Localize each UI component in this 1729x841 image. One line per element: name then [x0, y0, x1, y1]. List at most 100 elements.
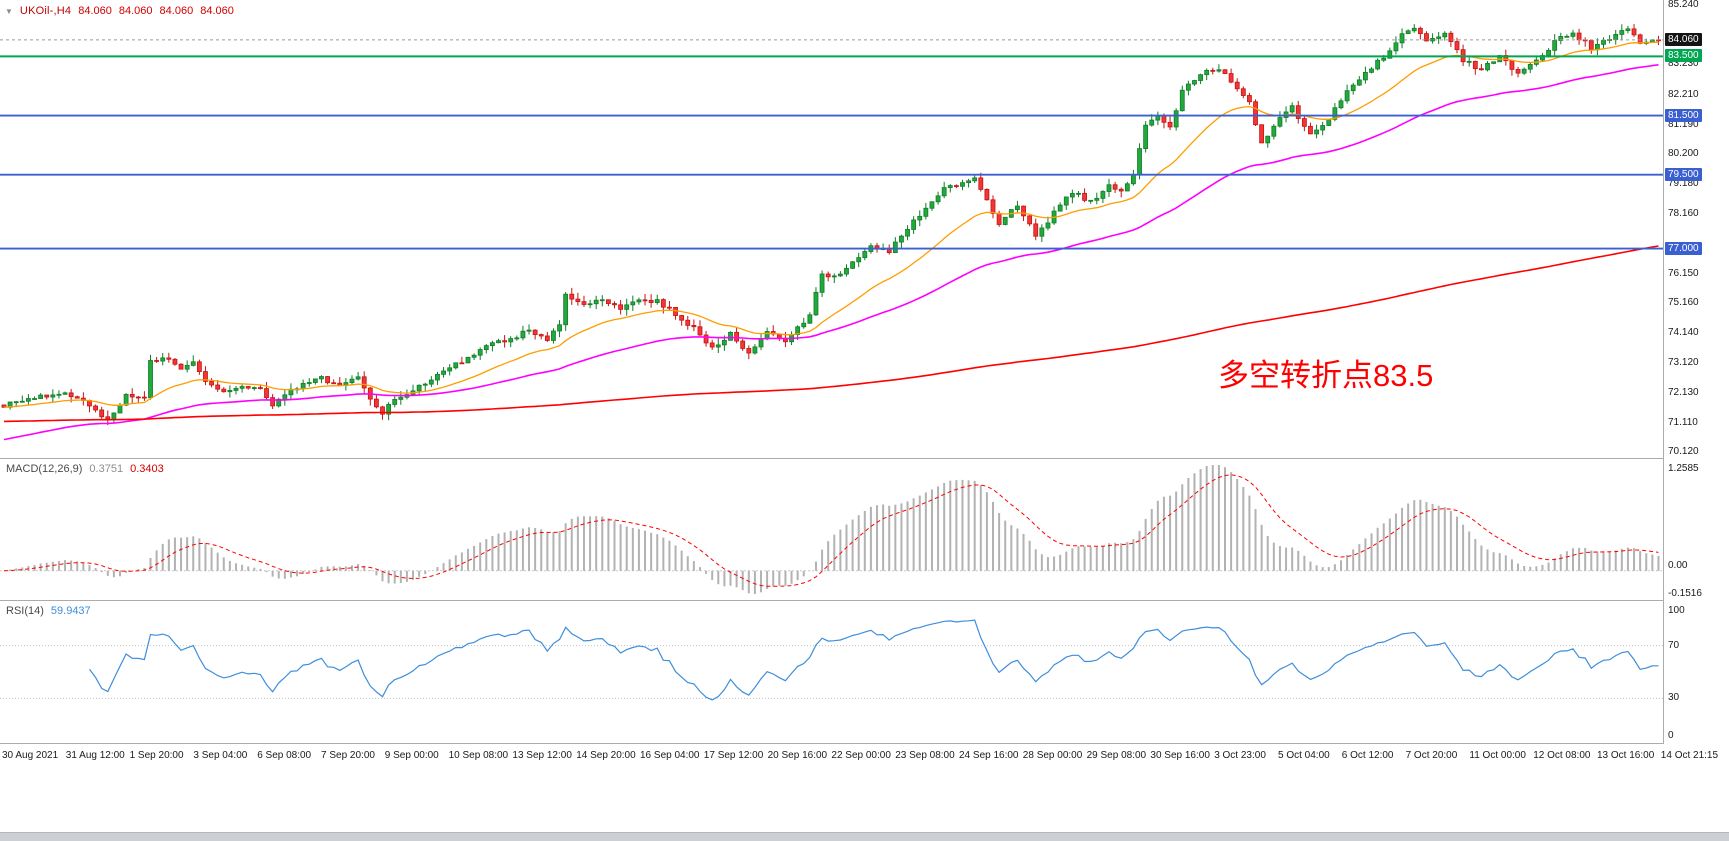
time-axis-label: 14 Oct 21:15: [1660, 750, 1719, 761]
candle-body: [282, 394, 288, 400]
price-axis-label: 71.110: [1668, 416, 1698, 428]
rsi-label: RSI(14): [6, 605, 44, 617]
candle-body: [300, 382, 306, 390]
candle-body: [441, 370, 446, 375]
candle-body: [581, 301, 587, 305]
candle-body: [508, 338, 514, 343]
price-axis[interactable]: 85.240 83.230 82.210 81.190 80.200 79.180 78.1…: [1664, 0, 1729, 744]
macd-chart[interactable]: [0, 459, 1663, 600]
candle-body: [599, 299, 605, 302]
candle-body: [740, 340, 746, 349]
candle-body: [258, 387, 263, 389]
price-axis-tag-79.500[interactable]: 79.500: [1665, 167, 1702, 181]
price-axis-label: 79.180: [1668, 178, 1699, 190]
macd-axis-zero-label: 0.00: [1668, 559, 1688, 571]
ohlc-low-value: 84.060: [159, 5, 194, 17]
time-axis-label: 7 Sep 20:00: [321, 750, 375, 761]
price-axis-label: 82.210: [1668, 88, 1699, 100]
candle-body: [1631, 28, 1637, 36]
candle-body: [972, 177, 978, 182]
candle-body: [960, 182, 965, 187]
price-axis-tag-83.500[interactable]: 83.500: [1665, 49, 1702, 63]
candle-body: [1564, 35, 1570, 38]
price-axis-label: 85.240: [1668, 0, 1699, 10]
candle-body: [374, 398, 379, 408]
time-axis-label: 12 Oct 08:00: [1533, 750, 1591, 761]
candle-body: [795, 326, 801, 336]
candle-body: [453, 362, 459, 369]
macd-main-value: 0.3751: [89, 463, 124, 475]
candle-body: [105, 416, 111, 420]
candle-body: [923, 207, 929, 217]
price-axis-tag-77.000[interactable]: 77.000: [1665, 241, 1702, 255]
candlestick-chart[interactable]: [0, 0, 1663, 458]
candle-body: [679, 315, 685, 321]
candle-body: [544, 335, 550, 341]
candle-body: [1417, 27, 1423, 35]
symbol-dropdown-icon[interactable]: ▼: [5, 6, 13, 16]
candle-body: [1088, 199, 1094, 202]
time-axis-label: 3 Oct 23:00: [1214, 750, 1266, 761]
candle-body: [1485, 62, 1490, 71]
candle-body: [1411, 27, 1417, 32]
time-axis-label: 10 Sep 08:00: [448, 750, 509, 761]
price-axis-tag-84.060: 84.060: [1665, 32, 1702, 46]
time-axis[interactable]: 30 Aug 2021 31 Aug 12:00 1 Sep 20:00 3 Sep …: [0, 744, 1729, 766]
candle-body: [1552, 40, 1558, 51]
candle-body: [618, 304, 624, 310]
candle-body: [648, 299, 654, 303]
macd-signal-value: 0.3403: [130, 463, 164, 475]
candle-body: [233, 387, 239, 391]
price-axis-label: 81.190: [1668, 118, 1699, 130]
candle-body: [1356, 79, 1362, 86]
candle-body: [831, 275, 837, 278]
candle-body: [1472, 60, 1478, 70]
candle-body: [1094, 197, 1100, 201]
candle-body: [1436, 36, 1442, 39]
candle-body: [1491, 61, 1497, 64]
chart-annotation-text[interactable]: 多空转折点83.5: [1218, 358, 1434, 393]
candle-body: [50, 394, 56, 398]
candle-body: [856, 257, 862, 263]
candle-body: [1192, 80, 1197, 85]
price-axis-label: 70.120: [1668, 445, 1699, 457]
candle-body: [935, 195, 941, 203]
rsi-chart[interactable]: [0, 601, 1663, 743]
time-axis-label: 20 Sep 16:00: [767, 750, 828, 761]
candle-body: [1399, 33, 1405, 44]
time-axis-label: 30 Sep 16:00: [1150, 750, 1210, 761]
candle-body: [1295, 105, 1301, 119]
candle-body: [306, 382, 312, 384]
candle-body: [1369, 68, 1374, 73]
candle-body: [1118, 188, 1124, 192]
candle-body: [984, 188, 990, 201]
price-axis-tag-81.500[interactable]: 81.500: [1665, 108, 1702, 122]
candle-body: [178, 363, 184, 370]
candle-body: [209, 381, 214, 386]
candle-body: [142, 396, 147, 399]
candle-body: [196, 361, 202, 372]
time-axis-label: 9 Sep 00:00: [384, 750, 439, 761]
candle-body: [1338, 100, 1344, 109]
pane-separator[interactable]: [0, 743, 1729, 744]
candle-body: [1137, 148, 1142, 175]
candle-body: [557, 324, 562, 332]
pane-separator[interactable]: [0, 458, 1729, 459]
pane-separator[interactable]: [0, 600, 1729, 601]
time-axis-label: 17 Sep 12:00: [703, 750, 764, 761]
candle-body: [117, 404, 123, 414]
candle-body: [1106, 184, 1112, 192]
horizontal-scrollbar[interactable]: [0, 832, 1729, 841]
candle-body: [728, 331, 733, 341]
candle-body: [74, 396, 80, 399]
candle-body: [947, 185, 953, 188]
time-axis-label: 3 Sep 04:00: [193, 750, 248, 761]
time-axis-label: 5 Oct 04:00: [1278, 750, 1330, 761]
rsi-title: RSI(14) 59.9437: [6, 605, 91, 617]
price-axis-label: 76.150: [1668, 267, 1699, 279]
candle-body: [813, 291, 819, 316]
candle-body: [978, 177, 984, 190]
candle-body: [551, 330, 556, 341]
candle-body: [685, 319, 691, 326]
